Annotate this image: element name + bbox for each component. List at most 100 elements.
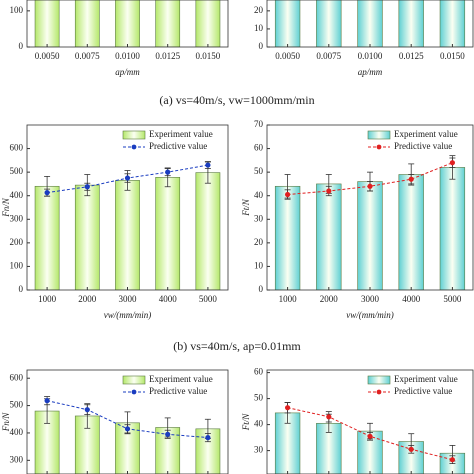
axes-frame [266,369,474,474]
y-tick-label: 40 [254,419,264,429]
legend-label: Predictive value [394,386,452,396]
predictive-point [449,457,455,463]
y-tick-label: 400 [10,190,24,200]
x-axis-label: ap/mm [358,67,383,77]
predictive-point [408,176,414,182]
bar [274,0,301,47]
legend-swatch [376,389,382,395]
bar [274,185,301,290]
y-tick-label: 40 [254,190,264,200]
y-tick-label: 0 [259,41,264,51]
x-tick-label: 0.0150 [440,51,465,61]
y-tick-label: 600 [10,143,24,153]
y-tick-label: 100 [10,260,24,270]
y-tick-label: 300 [10,213,24,223]
legend-label: Predictive value [149,386,207,396]
legend-swatch [122,130,146,140]
predictive-point [285,191,291,198]
predictive-point [124,175,131,181]
y-tick-label: 20 [254,237,264,247]
legend-swatch [376,144,382,150]
predictive-point [165,169,171,175]
y-tick-label: 10 [254,260,264,270]
y-tick-label: 400 [10,427,24,437]
legend-swatch [122,375,146,385]
predictive-point [205,435,211,441]
x-tick-label: 0.0075 [75,51,100,61]
plot-area [34,396,221,474]
bar [155,177,181,290]
predictive-point [408,446,414,452]
x-tick-label: 3000 [119,294,138,304]
predictive-point [326,414,332,420]
x-axis-label: vw/(mm/min) [346,310,394,320]
axes-frame [26,369,229,474]
y-tick-label: 10 [254,23,264,33]
y-tick-label: 500 [10,400,24,410]
predictive-point [84,184,90,190]
plot-area [34,161,221,290]
bar [398,0,424,47]
legend-label: Predictive value [394,141,452,151]
x-tick-label: 0.0100 [115,51,140,61]
predictive-point [84,407,90,413]
bar [316,0,342,47]
predictive-point [326,188,332,194]
x-tick-label: 4000 [159,294,178,304]
panel: 0 100 200 300 400 500 600 1000 2000 3000 4000 5000 v… [1,124,229,320]
y-tick-label: 600 [10,372,24,382]
y-tick-label: 50 [254,166,264,176]
legend-swatch [131,389,137,395]
caption: (a) vs=40m/s, vw=1000mm/min [159,93,314,107]
legend-swatch [131,144,137,150]
bar [316,183,342,290]
x-tick-label: 3000 [361,294,380,304]
plot-area [274,155,466,290]
x-tick-label: 0.0150 [196,51,221,61]
x-axis-label: vw/(mm/min) [104,310,152,320]
y-tick-label: 60 [254,367,264,377]
legend: Experiment value Predictive value [122,129,213,151]
bar [439,0,466,47]
x-tick-label: 0.0050 [275,51,300,61]
predictive-point [205,162,211,168]
panel: 0 100 0.0050 0.0075 0.0100 0.0125 0.0150 ap/mm [10,0,229,77]
x-tick-label: 0.0050 [35,51,60,61]
legend: Experiment value Predictive value [367,374,458,396]
predictive-point [44,190,50,196]
y-axis-label: Fn/N [1,197,11,217]
x-tick-label: 0.0125 [399,51,424,61]
x-tick-label: 5000 [443,294,462,304]
bar [155,0,181,47]
panel: 300 400 500 600 Fn/N Experiment value Predicti… [1,369,229,474]
y-tick-label: 500 [10,166,24,176]
legend-label: Experiment value [149,129,213,139]
legend-swatch [367,130,391,140]
y-tick-label: 60 [254,143,264,153]
panel: 0 10 20 0.0050 0.0075 0.0100 0.0125 0.0150 ap/mm [254,0,474,77]
bar [74,184,100,290]
panel: 0 10 20 30 40 50 60 70 1000 2000 3000 4000 5000 vw/(m… [241,119,474,320]
legend-label: Predictive value [149,141,207,151]
y-tick-label: 30 [254,445,264,455]
bar [195,172,221,290]
y-tick-label: 0 [19,41,24,51]
x-tick-label: 0.0100 [358,51,383,61]
y-tick-label: 100 [10,5,24,15]
y-tick-label: 20 [254,5,264,15]
legend-label: Experiment value [394,374,458,384]
predictive-point [44,398,50,404]
y-tick-label: 0 [259,284,264,294]
predictive-point [367,433,373,439]
x-tick-label: 0.0075 [316,51,341,61]
legend-label: Experiment value [149,374,213,384]
x-tick-label: 0.0125 [155,51,180,61]
legend: Experiment value Predictive value [367,129,458,151]
x-tick-label: 1000 [279,294,298,304]
bar [357,0,383,47]
bar [115,180,140,290]
bar [74,0,100,47]
x-tick-label: 2000 [320,294,339,304]
y-axis-label: Fn/N [1,412,11,432]
predictive-point [285,405,291,411]
